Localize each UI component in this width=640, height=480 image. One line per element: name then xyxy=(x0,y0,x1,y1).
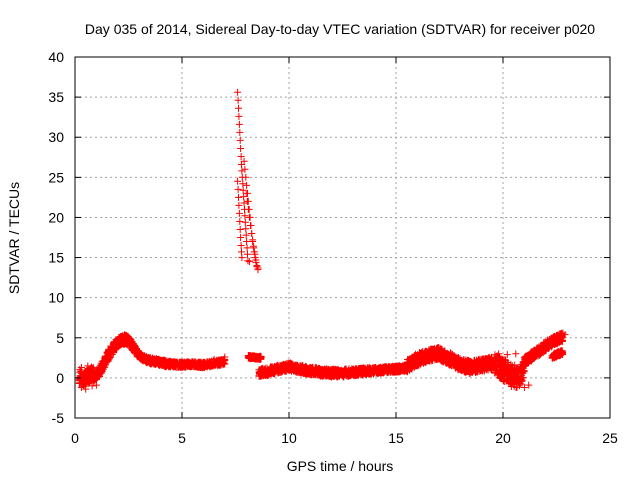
y-tick-label: 25 xyxy=(48,169,64,185)
y-tick-label: 20 xyxy=(48,209,64,225)
x-tick-label: 25 xyxy=(602,430,618,446)
data-layer xyxy=(75,88,569,393)
y-tick-label: 15 xyxy=(48,250,64,266)
y-tick-label: 10 xyxy=(48,290,64,306)
y-tick-label: 35 xyxy=(48,89,64,105)
x-tick-label: 10 xyxy=(281,430,297,446)
y-tick-label: 0 xyxy=(56,370,64,386)
plot-frame xyxy=(74,56,611,419)
x-tick-label: 0 xyxy=(71,430,79,446)
y-axis-label: SDTVAR / TECUs xyxy=(6,182,22,294)
x-tick-label: 15 xyxy=(388,430,404,446)
y-tick-label: -5 xyxy=(52,410,65,426)
x-tick-label: 20 xyxy=(495,430,511,446)
axis-ticks: 0 5 10 15 20 25 -5 0 5 10 15 20 25 30 35 40 xyxy=(48,49,618,446)
chart-title: Day 035 of 2014, Sidereal Day-to-day VTE… xyxy=(85,21,595,37)
data-point-markers xyxy=(75,88,569,393)
y-tick-label: 5 xyxy=(56,330,64,346)
y-tick-label: 30 xyxy=(48,129,64,145)
x-axis-label: GPS time / hours xyxy=(287,458,394,474)
series-sdtvar xyxy=(75,88,569,393)
y-tick-label: 40 xyxy=(48,49,64,65)
x-tick-label: 5 xyxy=(178,430,186,446)
